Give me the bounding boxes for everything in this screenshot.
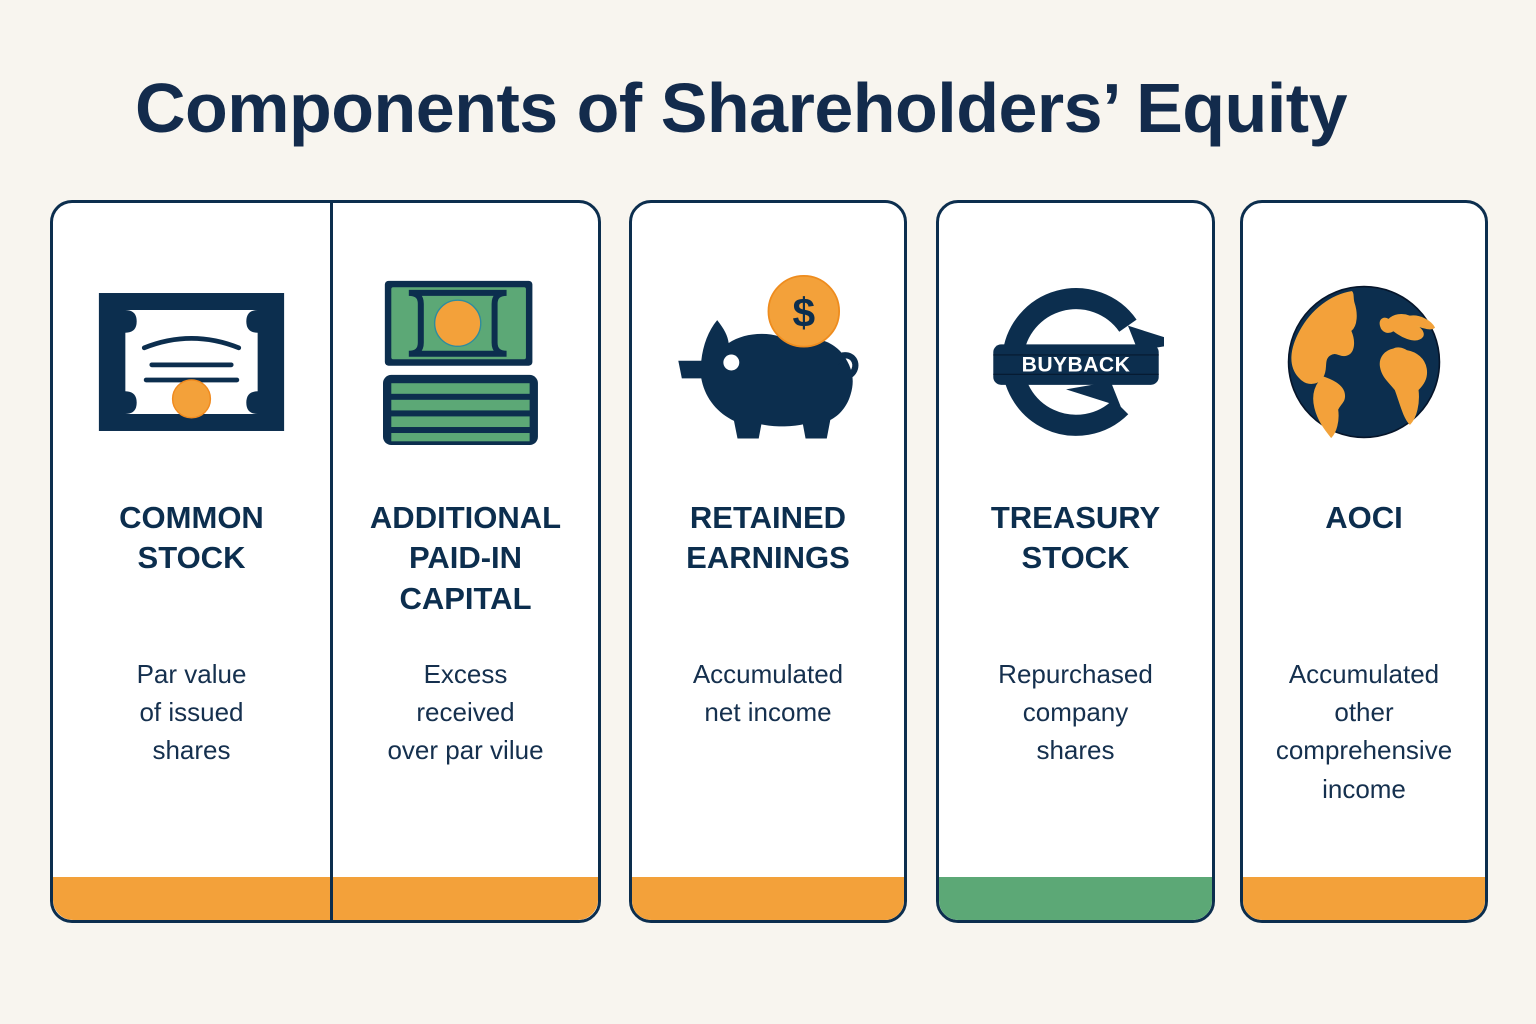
svg-text:BUYBACK: BUYBACK xyxy=(1021,354,1130,377)
svg-text:$: $ xyxy=(792,289,815,335)
